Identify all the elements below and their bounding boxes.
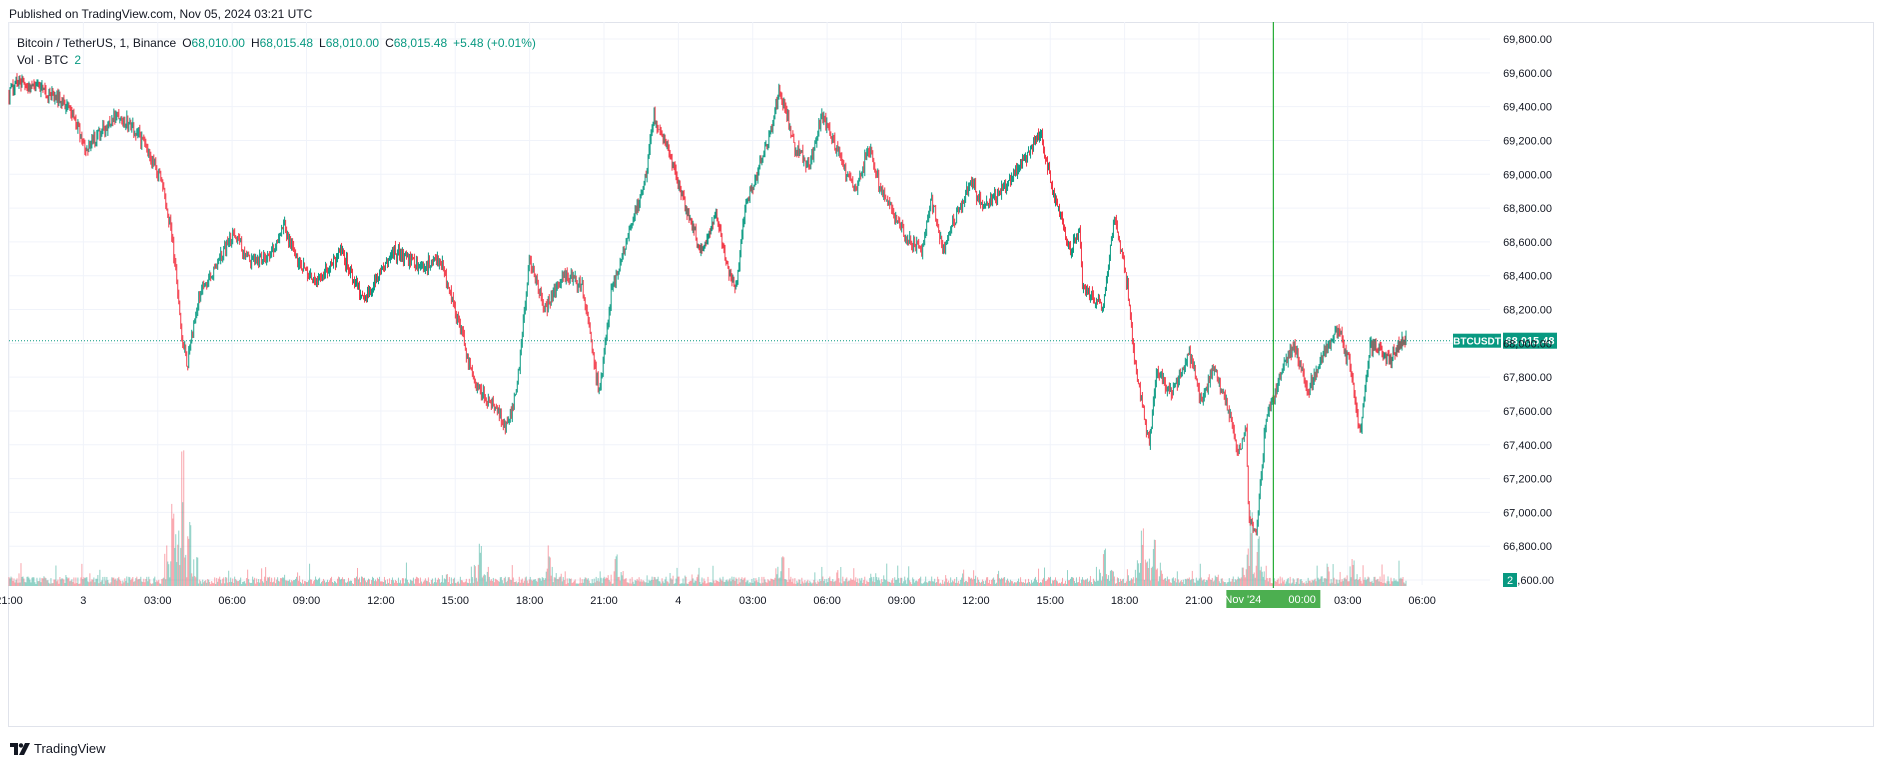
price-axis: 69,800.00 69,600.00 69,400.00 69,200.00 69,0…	[1503, 34, 1552, 553]
time-tick-label: 06:00	[1408, 595, 1436, 607]
symbol-tag: BTCUSDT	[1453, 337, 1501, 348]
price-tick-label: 69,000.00	[1503, 169, 1552, 181]
price-tick-label: 67,200.00	[1503, 474, 1552, 486]
volume-value: 2	[74, 53, 82, 67]
price-tick-label: 69,200.00	[1503, 135, 1552, 147]
price-tick-label: 69,600.00	[1503, 68, 1552, 80]
last-price-tag: 68,015.48	[1506, 336, 1555, 348]
symbol-tag-bg	[1453, 333, 1501, 348]
time-tick-label: 06:00	[813, 595, 841, 607]
time-tick-label: 06:00	[218, 595, 246, 607]
volume-tag-bg	[1503, 573, 1517, 587]
time-tick-label: 09:00	[293, 595, 321, 607]
price-tick-label: 67,000.00	[1503, 507, 1552, 519]
time-tick-label: 15:00	[1036, 595, 1064, 607]
price-tick-label: 67,400.00	[1503, 440, 1552, 452]
volume-tag: 2	[1507, 575, 1513, 587]
time-tick-label: 18:00	[1111, 595, 1139, 607]
published-header: Published on TradingView.com, Nov 05, 20…	[9, 7, 313, 21]
tradingview-logo-icon	[10, 742, 30, 755]
crosshair-time-bg	[1226, 590, 1321, 608]
price-tick-label: 67,800.00	[1503, 372, 1552, 384]
time-tick-label: 12:00	[962, 595, 990, 607]
crosshair-time: 00:00	[1288, 594, 1316, 606]
time-tick-label: 03:00	[739, 595, 767, 607]
price-tick-label: 66,800.00	[1503, 541, 1552, 553]
time-tick-label: 15:00	[441, 595, 469, 607]
time-axis: 21:00 3 03:00 06:00 09:00 12:00 15:00 18:00 21:0…	[0, 595, 1436, 607]
grid-lines	[8, 22, 1490, 585]
price-tick-label: 68,800.00	[1503, 203, 1552, 215]
price-tick-label: 69,400.00	[1503, 102, 1552, 114]
symbol-title[interactable]: Bitcoin / TetherUS, 1, Binance	[17, 36, 177, 50]
time-tick-label: 3	[80, 595, 86, 607]
candles	[8, 73, 1407, 536]
crosshair-date: 05 Nov '24	[1209, 594, 1261, 606]
time-tick-label: 21:00	[0, 595, 23, 607]
low-value: L 68,010.00	[319, 36, 380, 50]
price-tick-label: 68,400.00	[1503, 271, 1552, 283]
ohlc-row: Bitcoin / TetherUS, 1, Binance O 68,010.0…	[17, 35, 536, 52]
volume-row: Vol · BTC 2	[17, 52, 536, 69]
time-tick-label: 12:00	[367, 595, 395, 607]
time-tick-label: 03:00	[1334, 595, 1362, 607]
time-tick-label: 21:00	[590, 595, 618, 607]
tradingview-footer[interactable]: TradingView	[10, 741, 106, 756]
chart-legend: Bitcoin / TetherUS, 1, Binance O 68,010.0…	[17, 35, 536, 69]
change-value: +5.48 (+0.01%)	[453, 36, 536, 50]
volume-bars	[8, 450, 1407, 586]
price-tick-label: 68,200.00	[1503, 305, 1552, 317]
volume-label[interactable]: Vol · BTC	[17, 53, 69, 67]
chart-overlays: BTCUSDT 68,015.48 2 ,600.00 05 Nov '24 00:00	[9, 22, 1557, 608]
tradingview-brand: TradingView	[34, 741, 106, 756]
last-price-tag-bg	[1503, 332, 1557, 349]
high-value: H 68,015.48	[250, 36, 313, 50]
time-tick-label: 09:00	[888, 595, 916, 607]
close-value: C 68,015.48	[385, 36, 448, 50]
volume-axis-label: ,600.00	[1517, 575, 1554, 587]
price-tick-label: 68,600.00	[1503, 237, 1552, 249]
price-tick-label: 68,000.00	[1503, 338, 1552, 350]
time-tick-label: 18:00	[516, 595, 544, 607]
open-value: O 68,010.00	[182, 36, 245, 50]
price-tick-label: 69,800.00	[1503, 34, 1552, 46]
time-tick-label: 03:00	[144, 595, 172, 607]
price-tick-label: 67,600.00	[1503, 406, 1552, 418]
time-tick-label: 4	[675, 595, 681, 607]
time-tick-label: 21:00	[1185, 595, 1213, 607]
